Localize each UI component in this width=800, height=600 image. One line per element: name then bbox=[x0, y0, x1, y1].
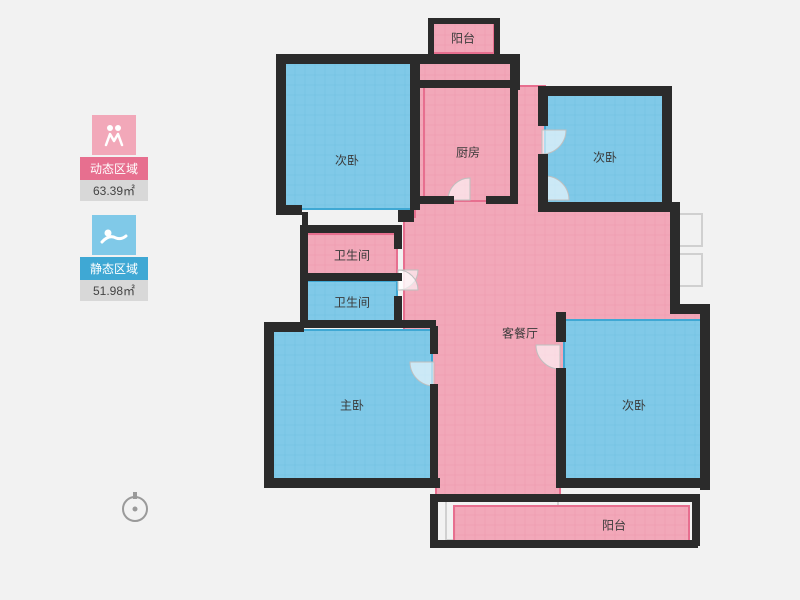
room-label-bedroom-ne: 次卧 bbox=[593, 149, 617, 166]
wall bbox=[428, 18, 434, 54]
wall bbox=[410, 54, 420, 210]
legend-dynamic: 动态区域 63.39㎡ bbox=[80, 115, 148, 201]
wall bbox=[264, 322, 274, 488]
room-label-kitchen: 厨房 bbox=[456, 144, 480, 161]
room-label-bath-upper: 卫生间 bbox=[334, 247, 370, 264]
wall bbox=[692, 494, 700, 546]
wall bbox=[276, 205, 302, 215]
wall bbox=[264, 322, 304, 332]
wall bbox=[510, 82, 518, 204]
wall bbox=[428, 18, 500, 24]
wall bbox=[556, 312, 566, 342]
wall bbox=[556, 368, 566, 486]
wall bbox=[276, 54, 520, 64]
wall bbox=[700, 304, 710, 490]
wall bbox=[398, 210, 414, 222]
wall bbox=[276, 54, 286, 214]
wall bbox=[430, 540, 698, 548]
wall bbox=[418, 196, 454, 204]
wall bbox=[670, 202, 680, 314]
wall bbox=[556, 478, 708, 488]
room-label-master-bed: 主卧 bbox=[340, 397, 364, 414]
wall bbox=[430, 494, 698, 502]
room-label-bedroom-nw: 次卧 bbox=[335, 152, 359, 169]
static-zone-icon bbox=[92, 215, 136, 255]
legend-static-title: 静态区域 bbox=[80, 257, 148, 280]
dynamic-zone-icon bbox=[92, 115, 136, 155]
wall bbox=[264, 478, 440, 488]
room-label-bath-lower: 卫生间 bbox=[334, 294, 370, 311]
wall bbox=[430, 494, 438, 546]
room-label-balcony-bot: 阳台 bbox=[602, 517, 626, 534]
legend-static-value: 51.98㎡ bbox=[80, 280, 148, 301]
wall bbox=[394, 225, 402, 249]
wall bbox=[430, 384, 438, 484]
wall bbox=[300, 225, 402, 233]
wall bbox=[300, 320, 436, 328]
legend-dynamic-value: 63.39㎡ bbox=[80, 180, 148, 201]
compass-icon bbox=[118, 490, 152, 529]
wall bbox=[302, 212, 308, 228]
wall bbox=[538, 202, 672, 212]
wall bbox=[494, 18, 500, 54]
room-label-living-dining: 客餐厅 bbox=[502, 325, 538, 342]
legend-static: 静态区域 51.98㎡ bbox=[80, 215, 148, 301]
wall bbox=[662, 86, 672, 210]
wall bbox=[486, 196, 518, 204]
wall bbox=[538, 86, 548, 126]
room-bedroom-nw bbox=[283, 62, 411, 209]
room-label-balcony-top: 阳台 bbox=[451, 30, 475, 47]
wall bbox=[418, 80, 518, 88]
wall bbox=[538, 86, 670, 96]
legend-dynamic-title: 动态区域 bbox=[80, 157, 148, 180]
room-label-bedroom-se: 次卧 bbox=[622, 397, 646, 414]
room-balcony-bot bbox=[454, 506, 689, 543]
wall bbox=[394, 296, 402, 326]
wall bbox=[300, 273, 402, 281]
wall bbox=[430, 326, 438, 354]
